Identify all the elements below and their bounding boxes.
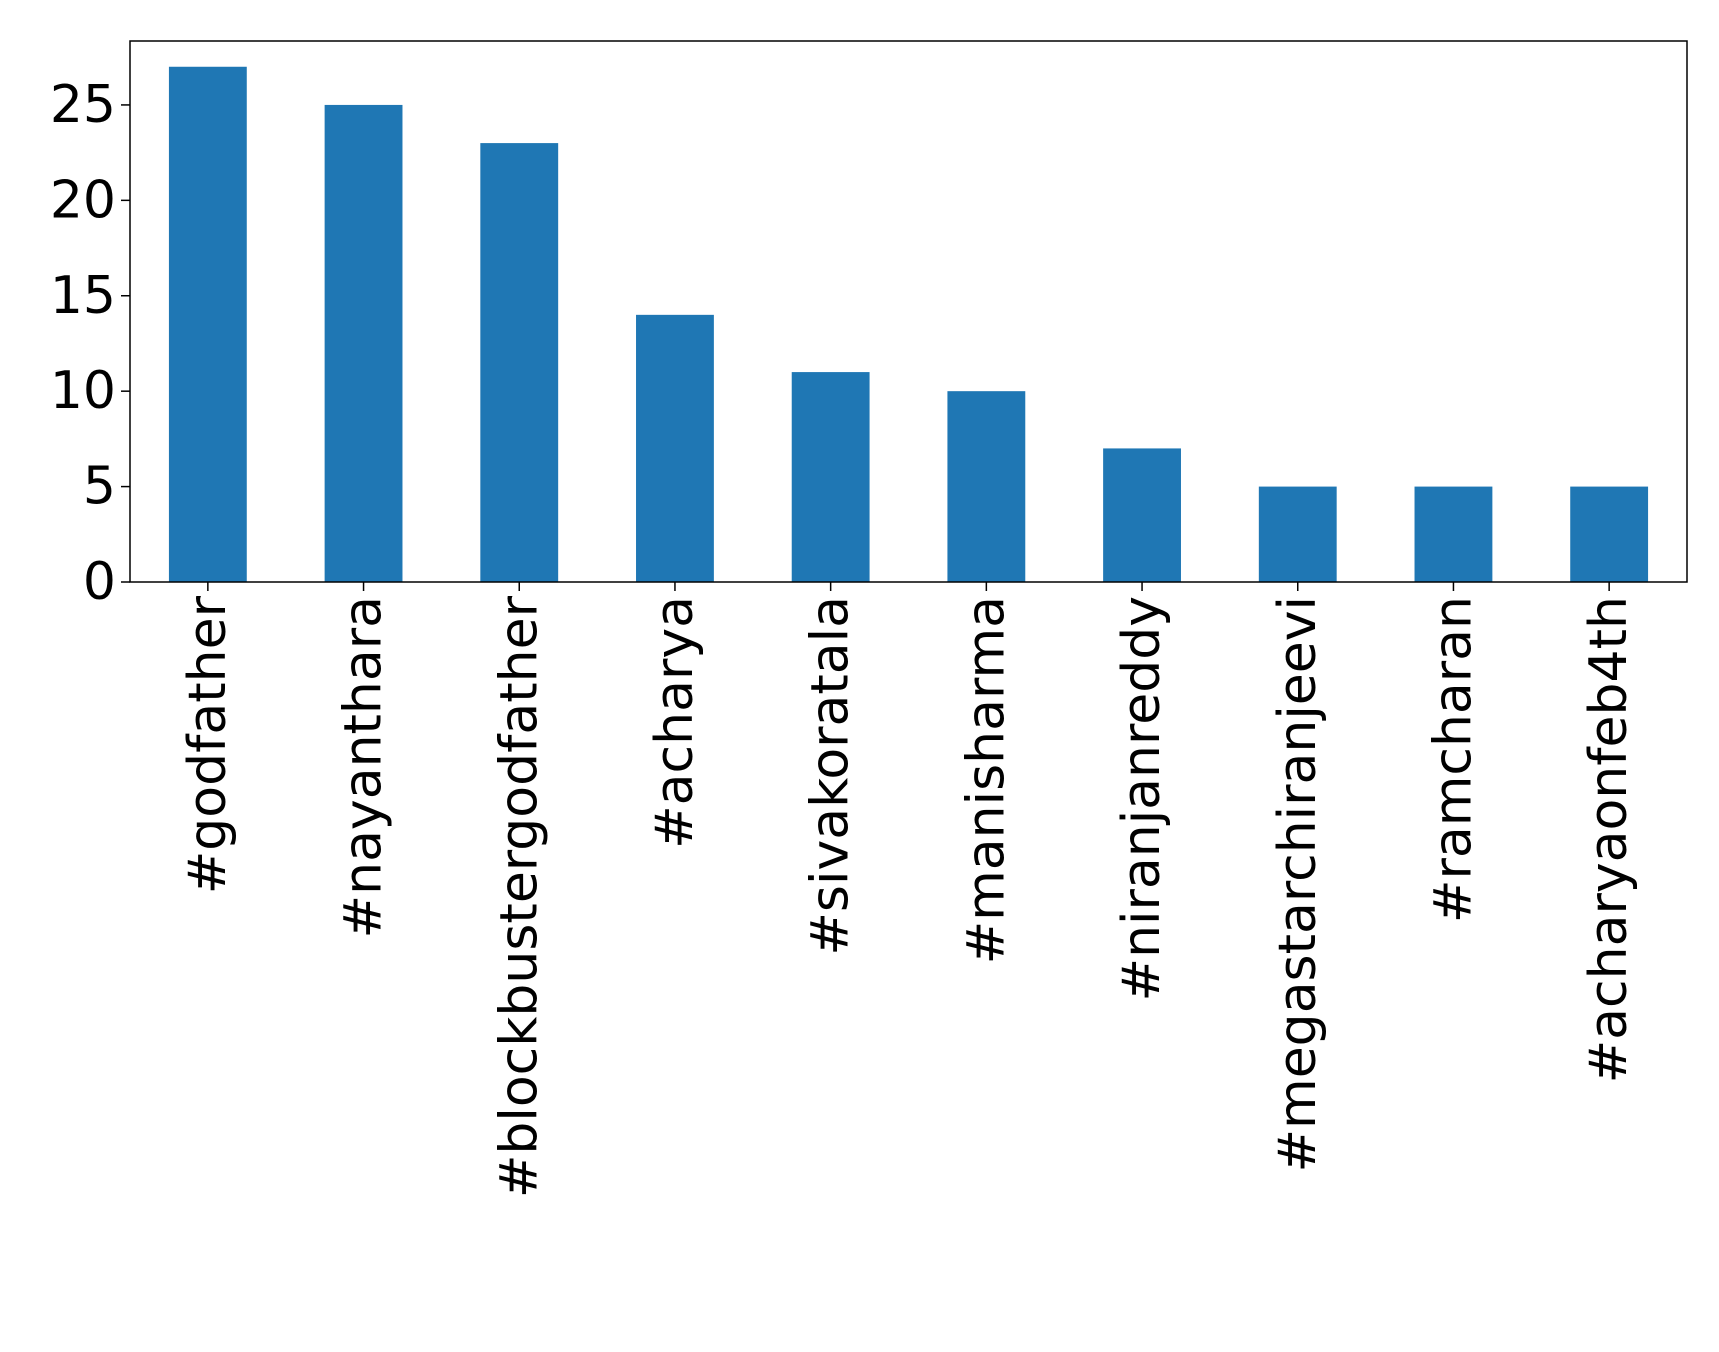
x-tick-label: #blockbustergodfather: [489, 595, 549, 1198]
y-tick-label: 20: [50, 170, 116, 230]
y-tick-label: 5: [83, 457, 116, 517]
x-tick-label: #godfather: [178, 595, 238, 894]
x-tick-label: #acharyaonfeb4th: [1579, 596, 1639, 1083]
y-tick-label: 10: [50, 361, 116, 421]
x-tick-label: #niranjanreddy: [1112, 596, 1172, 1001]
x-tick-label: #ramcharan: [1423, 596, 1483, 923]
bar: [636, 314, 714, 582]
x-tick-label: #sivakoratala: [801, 596, 861, 956]
bar: [1570, 486, 1649, 582]
bar: [1258, 486, 1337, 582]
x-tick-label: #megastarchiranjeevi: [1268, 596, 1328, 1173]
bar: [791, 372, 870, 582]
plot-frame: [129, 40, 1688, 583]
y-tick-label: 0: [83, 552, 116, 612]
bar: [947, 391, 1026, 582]
x-tick-label: #nayanthara: [334, 596, 394, 938]
y-tick-label: 25: [50, 75, 116, 135]
x-tick-label: #manisharma: [956, 596, 1016, 964]
bar: [168, 66, 247, 582]
bar: [480, 143, 559, 582]
bar: [324, 104, 403, 583]
bar: [1414, 486, 1493, 582]
bar: [1103, 448, 1181, 582]
y-tick-label: 15: [50, 266, 116, 326]
x-tick-label: #acharya: [645, 596, 705, 849]
